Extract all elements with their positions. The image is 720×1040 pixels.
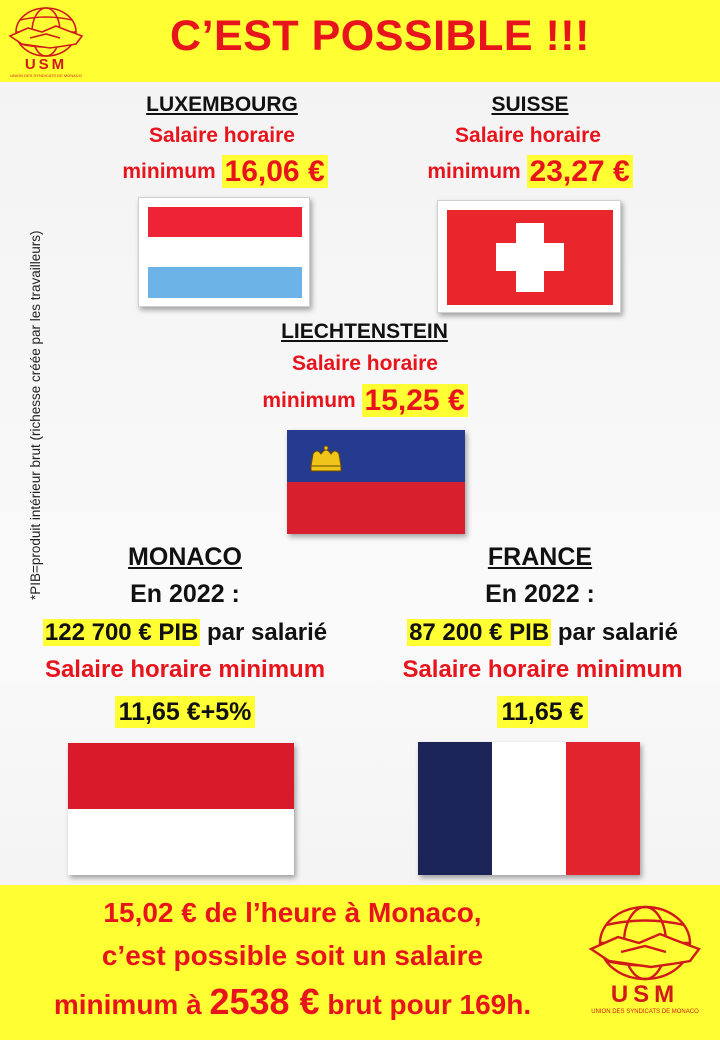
luxembourg-min-line: minimum 16,06 € bbox=[100, 155, 350, 189]
suisse-flag bbox=[437, 200, 621, 313]
france-pib-line: 87 200 € PIB par salarié bbox=[365, 619, 720, 647]
france-pib-suffix: par salarié bbox=[557, 619, 678, 646]
luxembourg-name: LUXEMBOURG bbox=[146, 93, 298, 116]
france-min-label: Salaire horaire minimum bbox=[402, 656, 683, 683]
luxembourg-value: 16,06 € bbox=[221, 155, 328, 188]
liechtenstein-label: Salaire horaire bbox=[292, 352, 438, 375]
footer-logo-subtitle: UNION DES SYNDICATS DE MONACO bbox=[591, 1009, 699, 1015]
suisse-label: Salaire horaire bbox=[455, 124, 601, 147]
monaco-year: En 2022 : bbox=[130, 580, 240, 608]
france-flag bbox=[418, 742, 640, 875]
page-title: C’EST POSSIBLE !!! bbox=[170, 12, 590, 60]
handshake-globe-icon bbox=[8, 7, 84, 57]
suisse-min-prefix: minimum bbox=[427, 160, 521, 183]
monaco-pib-value: 122 700 € PIB bbox=[42, 619, 201, 646]
logo-subtitle: UNION DES SYNDICATS DE MONACO bbox=[10, 73, 82, 78]
france-name: FRANCE bbox=[487, 543, 593, 571]
liechtenstein-name: LIECHTENSTEIN bbox=[281, 320, 448, 343]
luxembourg-flag bbox=[138, 197, 310, 307]
logo-name: USM bbox=[24, 56, 68, 73]
liechtenstein-min-prefix: minimum bbox=[262, 389, 356, 412]
footer-line-3: minimum à 2538 € brut pour 169h. bbox=[0, 981, 585, 1023]
footer-line-2: c’est possible soit un salaire bbox=[101, 940, 484, 971]
footer-amount: 2538 € bbox=[209, 981, 320, 1022]
pib-footnote: *PIB=produit intérieur brut (richesse cr… bbox=[28, 230, 43, 600]
monaco-pib-suffix: par salarié bbox=[207, 619, 328, 646]
suisse-value: 23,27 € bbox=[526, 155, 633, 188]
suisse-min-line: minimum 23,27 € bbox=[405, 155, 655, 189]
monaco-name: MONACO bbox=[128, 543, 242, 571]
footer-line-3-suffix: brut pour 169h. bbox=[327, 989, 532, 1020]
crown-icon bbox=[310, 445, 342, 472]
suisse-name: SUISSE bbox=[491, 93, 569, 116]
footer-logo-name: USM bbox=[610, 981, 680, 1008]
luxembourg-label: Salaire horaire bbox=[149, 124, 295, 147]
footer-line-1: 15,02 € de l’heure à Monaco, bbox=[103, 897, 482, 928]
liechtenstein-flag bbox=[287, 430, 465, 534]
usm-logo: USM UNION DES SYNDICATS DE MONACO bbox=[6, 6, 86, 80]
france-pib-value: 87 200 € PIB bbox=[407, 619, 552, 646]
france-year: En 2022 : bbox=[485, 580, 595, 608]
header-banner: USM UNION DES SYNDICATS DE MONACO C’EST … bbox=[0, 0, 720, 82]
france-min-line: 11,65 € bbox=[370, 696, 715, 728]
liechtenstein-min-line: minimum 15,25 € bbox=[240, 384, 490, 418]
luxembourg-min-prefix: minimum bbox=[122, 160, 216, 183]
footer-banner: 15,02 € de l’heure à Monaco, c’est possi… bbox=[0, 885, 720, 1040]
handshake-globe-icon bbox=[588, 905, 701, 981]
monaco-flag bbox=[68, 743, 294, 875]
usm-logo-footer: USM UNION DES SYNDICATS DE MONACO bbox=[585, 903, 705, 1018]
france-min-value: 11,65 € bbox=[497, 696, 588, 728]
monaco-min-line: 11,65 €+5% bbox=[0, 696, 370, 728]
monaco-pib-line: 122 700 € PIB par salarié bbox=[0, 619, 370, 647]
liechtenstein-value: 15,25 € bbox=[361, 384, 468, 417]
footer-line-3-prefix: minimum à bbox=[53, 989, 202, 1020]
monaco-min-label: Salaire horaire minimum bbox=[44, 656, 326, 683]
monaco-min-value: 11,65 €+5% bbox=[114, 696, 256, 728]
